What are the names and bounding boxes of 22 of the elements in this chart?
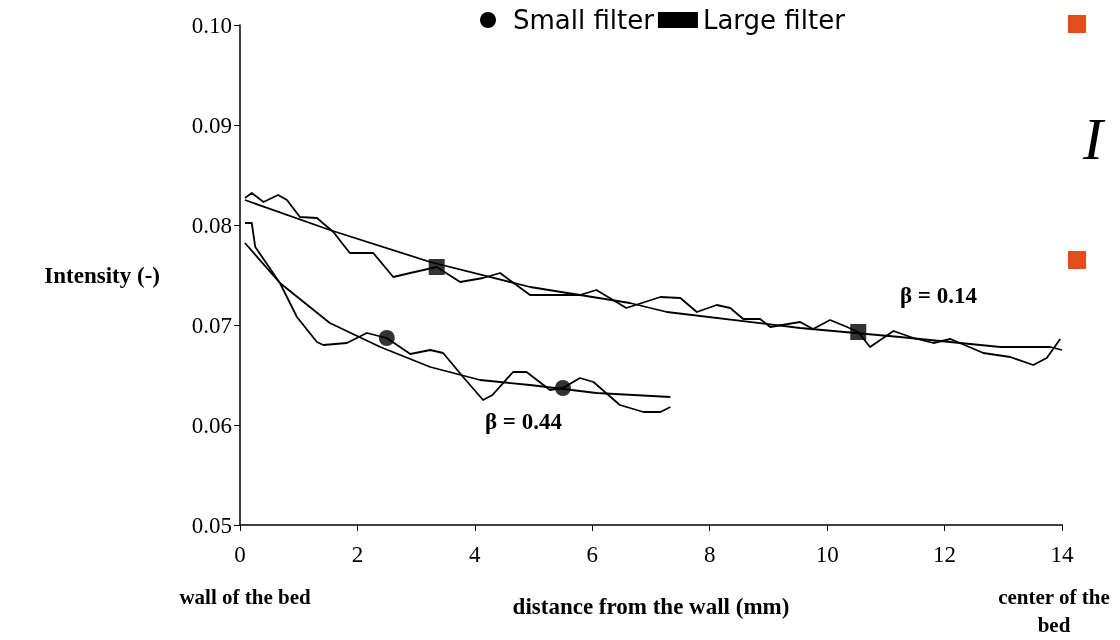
x-tick-label: 4 [469, 542, 482, 567]
legend-label: Small filter [513, 5, 655, 35]
y-tick-label: 0.10 [191, 12, 232, 38]
legend-label: Large filter [702, 5, 846, 35]
x-tick-label: 0 [234, 542, 246, 567]
annotation: β = 0.44 [485, 408, 562, 436]
x-tick-label: 2 [351, 542, 364, 567]
text: wall of the bed [178, 584, 312, 611]
y-axis-title: Intensity (-) [44, 262, 160, 288]
x-axis-title: distance from the wall (mm) [512, 594, 790, 619]
annotation: β = 0.14 [900, 282, 977, 310]
x-tick-label: 14 [1050, 542, 1074, 567]
x-tick-label: 12 [933, 542, 957, 567]
y-tick-label: 0.05 [191, 512, 232, 538]
y-tick-label: 0.09 [191, 112, 232, 138]
text: center of the bed [997, 584, 1111, 639]
y-tick-label: 0.07 [191, 312, 232, 338]
x-tick-label: 8 [703, 542, 716, 567]
x-tick-label: 10 [815, 542, 839, 567]
y-tick-label: 0.06 [191, 412, 232, 438]
y-tick-label: 0.08 [191, 212, 232, 238]
x-tick-label: 6 [586, 542, 599, 567]
